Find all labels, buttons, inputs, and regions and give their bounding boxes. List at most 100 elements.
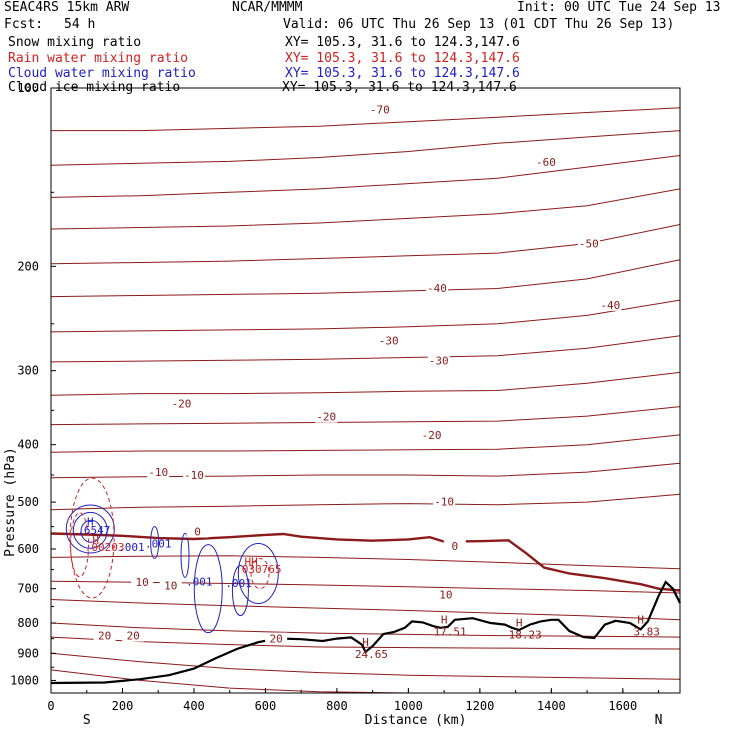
init-time: Init: 00 UTC Tue 24 Sep 13 [517,0,721,15]
temperature-isotherm [50,299,681,333]
legend-snow-xy: XY= 105.3, 31.6 to 124.3,147.6 [285,35,520,50]
x-tick-label: 1000 [394,699,423,713]
temperature-contour-label: -40 [600,299,620,312]
mixing-ratio-label: .001 [145,537,172,550]
y-tick-label: 800 [17,616,39,630]
terrain-high-marker: H [362,636,369,649]
temperature-contour-label: 20 [127,630,140,643]
contour-label-background [147,465,170,478]
fcst-label: Fcst: [4,17,44,32]
legend-rain: Rain water mixing ratio [8,51,189,66]
temperature-contour-label: -60 [536,156,556,169]
y-axis-label: Pressure (hPa) [3,447,18,557]
temperature-isotherm [50,622,681,638]
contour-label-background [443,540,466,553]
contour-label-background [427,354,450,367]
temperature-contour-label: 0 [194,525,201,538]
temperature-isotherm [50,224,681,265]
legend-rain-xy: XY= 105.3, 31.6 to 124.3,147.6 [285,51,520,66]
mixing-ratio-label: .00203 [85,541,125,554]
contour-label-background [131,575,154,588]
x-tick-label: 1200 [465,699,494,713]
terrain-high-marker: H [516,617,523,630]
temperature-isotherm [50,188,681,230]
temperature-contour-label: 10 [164,580,177,593]
x-tick-label: 1400 [537,699,566,713]
valid-time: Valid: 06 UTC Thu 26 Sep 13 (01 CDT Thu … [283,17,675,32]
legend-snow: Snow mixing ratio [8,35,142,50]
temperature-isotherm [50,335,681,363]
plot-frame [50,87,681,694]
contour-label-background [377,334,400,347]
contour-label-background [265,632,288,645]
terrain-high-value: 17.51 [434,625,467,638]
x-tick-label: 1600 [608,699,637,713]
contour-label-background [159,579,182,592]
temperature-contour-label: 10 [439,589,452,602]
temperature-contour-label: -10 [184,469,204,482]
temperature-isotherm [50,259,681,298]
cloud-water-contour [180,532,190,578]
temperature-isotherm [50,555,681,570]
rain-water-contour [70,512,90,578]
y-tick-label: 900 [17,646,39,660]
cloud-water-contour [193,544,223,634]
x-tick-label: 800 [326,699,348,713]
y-tick-label: 200 [17,259,39,273]
cloud-water-contour [237,543,279,605]
temperature-isotherm [50,599,681,621]
y-tick-label: 300 [17,364,39,378]
y-tick-label: 600 [17,542,39,556]
temperature-isotherm [50,434,681,453]
temperature-contour-label: -30 [379,335,399,348]
terrain-high-marker: H [637,613,644,626]
y-tick-label: 100 [17,81,39,95]
temperature-contours [50,107,681,694]
temperature-contour-label: -20 [422,429,442,442]
rain-water-contour [69,477,115,599]
temperature-isotherm [50,669,680,694]
temperature-isotherm [50,580,681,594]
y-tick-label: 500 [17,495,39,509]
contour-label-background [170,397,193,410]
terrain-high-value: 18.23 [509,629,542,642]
terrain-high-value: 3.83 [633,625,660,638]
x-tick-label: 600 [255,699,277,713]
x-axis-label: Distance (km) [365,713,467,728]
temperature-contour-label: -40 [427,282,447,295]
x-tick-label: 400 [183,699,205,713]
terrain-high-value: 24.65 [355,648,388,661]
contour-label-background [433,495,456,508]
contour-labels: -70 -60 -50 -40 -40 -30 -30 -20 -20 -20 -10 -10 -10 0… [77,103,660,661]
y-tick-label: 700 [17,582,39,596]
fcst-value: 54 h [64,17,96,32]
mixing-ratio-label: HH [245,556,258,569]
temperature-contour-label: 0 [452,540,459,553]
mixing-ratio-label: .001 [186,576,213,589]
temperature-contour-label: -50 [579,237,599,250]
rain-water-contour [250,558,270,590]
model-name: SEAC4RS 15km ARW [4,0,130,15]
terrain-high-marker: H [441,613,448,626]
temperature-contour-label: 10 [136,576,149,589]
mixing-ratio-contours [65,477,279,634]
contour-label-background [368,103,391,116]
cloud-water-contour [72,511,108,549]
y-tick-label: 400 [17,438,39,452]
legend-cloud-water: Cloud water mixing ratio [8,66,196,81]
mixing-ratio-label: .001 [118,541,145,554]
temperature-isotherm [50,371,681,396]
contour-label-background [182,468,205,481]
x-end-label-south: S [83,713,91,728]
temperature-contour-label: -70 [370,104,390,117]
temperature-isotherm [50,406,681,426]
contour-label-background [599,298,622,311]
temperature-contour-label: -30 [429,355,449,368]
contour-label-background [420,429,443,442]
temperature-contour-label: -10 [148,466,168,479]
contour-label-background [434,588,457,601]
y-tick-label: 1000 [10,673,39,687]
legend-cloud-water-xy: XY= 105.3, 31.6 to 124.3,147.6 [285,66,520,81]
x-tick-label: 0 [47,699,54,713]
